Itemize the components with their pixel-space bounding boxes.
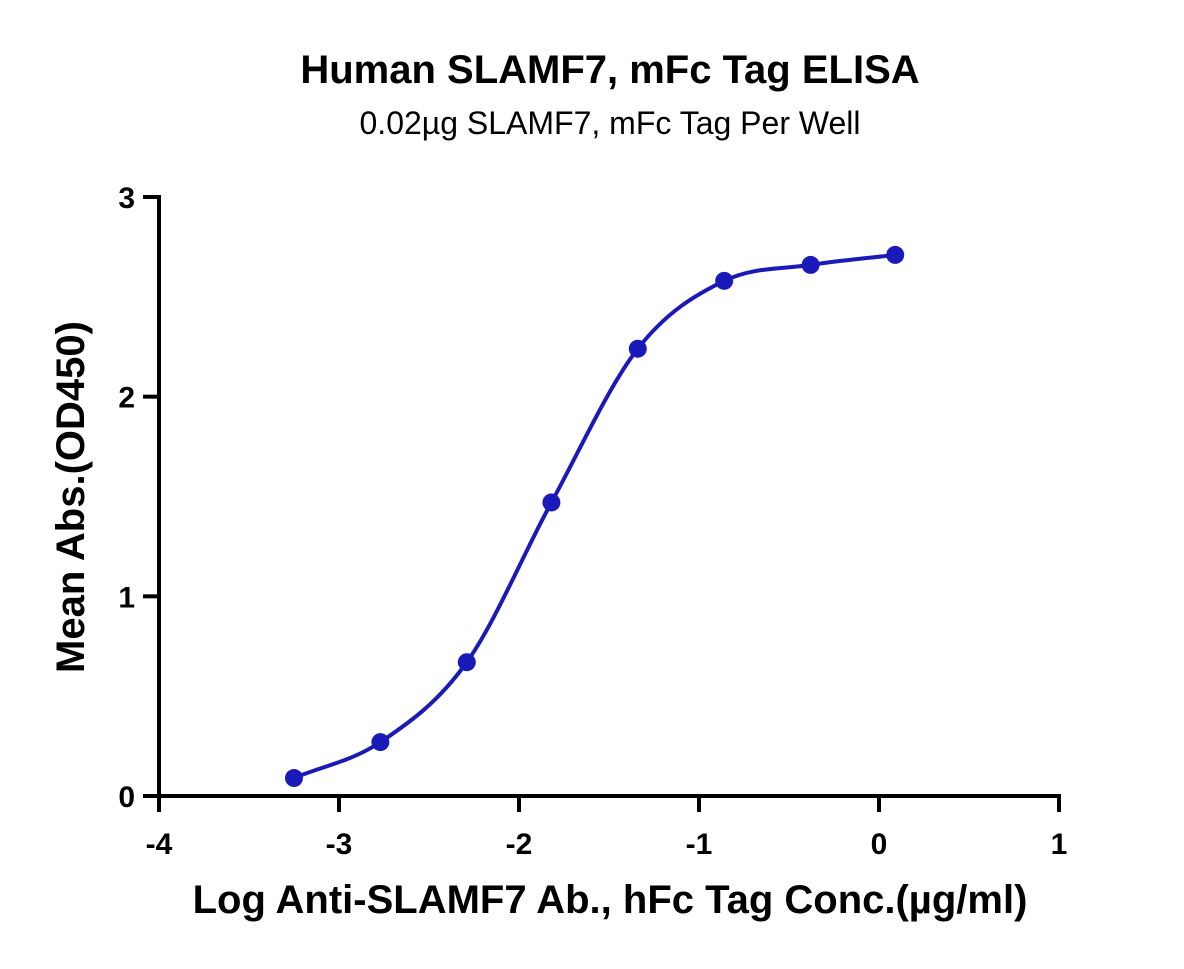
data-point [457, 653, 476, 672]
data-point [285, 769, 303, 788]
x-axis-ticks: -4 -3 -2 -1 0 1 [146, 796, 1068, 861]
y-tick-label: 0 [118, 781, 135, 814]
x-tick-label: -3 [326, 828, 353, 861]
axes [157, 195, 1061, 798]
y-tick-label: 1 [118, 581, 135, 614]
data-point [801, 255, 820, 274]
data-point [628, 339, 647, 358]
y-tick-label: 2 [118, 382, 135, 415]
x-tick-label: -2 [506, 828, 533, 861]
chart-title: Human SLAMF7, mFc Tag ELISA [300, 48, 919, 92]
y-axis-label: Mean Abs.(OD450) [49, 321, 93, 673]
data-point [715, 271, 734, 290]
data-point [886, 245, 905, 264]
data-point [371, 733, 390, 752]
x-tick-label: -4 [146, 828, 173, 861]
x-tick-label: 0 [871, 828, 888, 861]
data-point [542, 493, 561, 512]
chart-subtitle: 0.02µg SLAMF7, mFc Tag Per Well [360, 105, 861, 141]
y-axis-ticks: 0 1 2 3 [118, 182, 159, 814]
x-tick-label: -1 [686, 828, 713, 861]
data-points [285, 245, 905, 788]
y-tick-label: 3 [118, 182, 135, 215]
fit-curve-line [293, 252, 896, 780]
fit-curves [293, 252, 896, 780]
x-axis-label: Log Anti-SLAMF7 Ab., hFc Tag Conc.(µg/ml… [193, 878, 1028, 922]
x-tick-label: 1 [1051, 828, 1068, 861]
